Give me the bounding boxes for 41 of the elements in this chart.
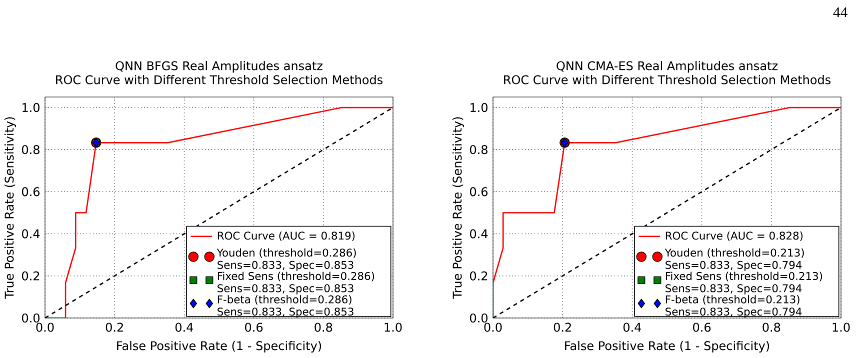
legend-label: Youden (threshold=0.213) Sens=0.833, Spec=0.794 (664, 248, 804, 272)
y-tick-label: 0.2 (22, 271, 40, 280)
legend-label: Youden (threshold=0.286) Sens=0.833, Spec=0.853 (216, 248, 356, 272)
y-tick-label: 0.0 (22, 313, 40, 323)
chart-title: QNN CMA-ES Real Amplitudes ansatz (556, 61, 778, 73)
x-tick-label: 0.6 (693, 322, 711, 332)
y-tick-label: 0.6 (470, 187, 488, 196)
legend-label: F-beta (threshold=0.213) Sens=0.833, Spec=0.794 (666, 295, 802, 318)
chart-subtitle: ROC Curve with Different Threshold Selection Methods (504, 75, 831, 84)
x-axis-title: False Positive Rate (1 - Specificity) (117, 340, 322, 353)
x-tick-label: 0.4 (175, 322, 194, 332)
y-tick-label: 0.2 (470, 271, 488, 280)
x-tick-label: 1.0 (832, 322, 850, 332)
y-tick-label: 0.8 (22, 145, 40, 154)
y-axis-title: True Positive Rate (Sensitivity) (4, 117, 16, 299)
y-tick-label: 0.4 (470, 229, 488, 238)
legend-label: ROC Curve (AUC = 0.828) (666, 231, 803, 241)
x-tick-label: 0.2 (106, 322, 123, 332)
y-tick-label: 0.0 (470, 313, 488, 323)
x-tick-label: 0.8 (762, 322, 780, 332)
x-tick-label: 1.0 (384, 322, 402, 332)
legend-label: Fixed Sens (threshold=0.213) Sens=0.833, Spec=0.794 (666, 272, 822, 294)
y-tick-label: 0.8 (470, 145, 488, 154)
legend-label: ROC Curve (AUC = 0.819) (218, 231, 355, 241)
x-tick-label: 0.4 (623, 322, 642, 332)
y-tick-label: 0.4 (22, 229, 40, 238)
y-tick-label: 1.0 (22, 102, 40, 112)
chart-subtitle: ROC Curve with Different Threshold Selection Methods (56, 75, 383, 84)
x-tick-label: 0.0 (36, 322, 54, 332)
x-tick-label: 0.8 (314, 322, 332, 332)
y-axis-title: True Positive Rate (Sensitivity) (452, 117, 464, 299)
legend-label: F-beta (threshold=0.286) Sens=0.833, Spec=0.853 (218, 295, 354, 318)
y-tick-label: 0.6 (22, 187, 40, 196)
chart-title: QNN BFGS Real Amplitudes ansatz (116, 61, 322, 73)
x-tick-label: 0.0 (484, 322, 502, 332)
y-tick-label: 1.0 (470, 102, 488, 112)
legend-label: Fixed Sens (threshold=0.286) Sens=0.833, Spec=0.853 (218, 272, 374, 294)
text: 44 (833, 7, 848, 18)
x-axis-title: False Positive Rate (1 - Specificity) (565, 340, 770, 353)
x-tick-label: 0.6 (245, 322, 263, 332)
x-tick-label: 0.2 (554, 322, 571, 332)
